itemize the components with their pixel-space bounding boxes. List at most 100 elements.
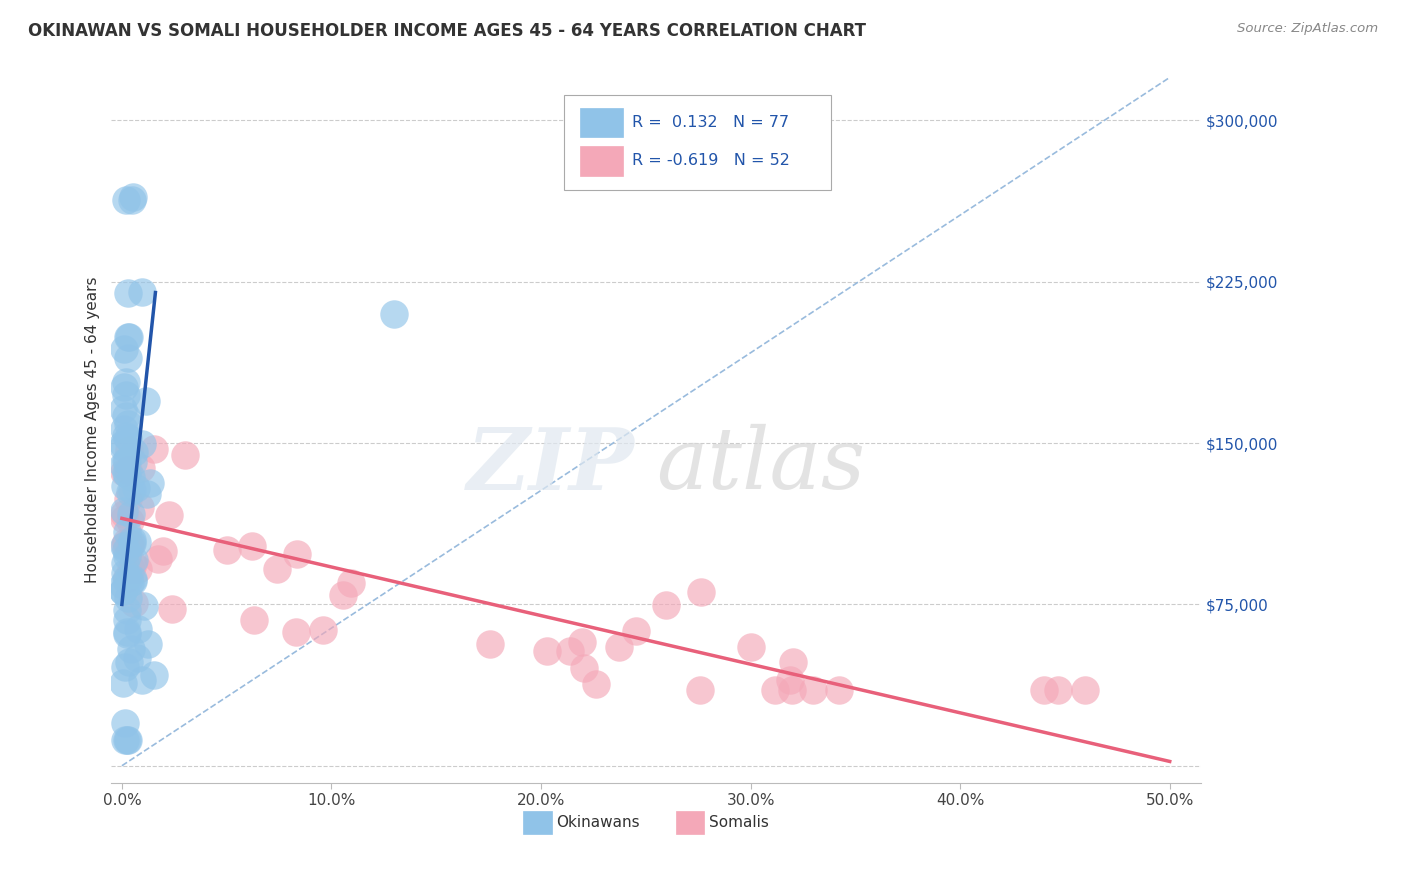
Point — [122, 444, 145, 458]
Point — [115, 571, 138, 585]
Point — [146, 551, 169, 566]
Point — [478, 637, 501, 651]
Point — [114, 479, 136, 493]
Point — [122, 552, 145, 566]
Point — [111, 578, 134, 592]
Point — [115, 733, 138, 747]
Point — [118, 537, 141, 551]
Point — [115, 613, 138, 627]
Point — [122, 454, 145, 468]
Text: atlas: atlas — [657, 424, 866, 507]
Point — [115, 454, 138, 468]
Point — [111, 401, 134, 416]
Point — [285, 547, 308, 561]
Point — [560, 644, 582, 658]
Point — [117, 330, 139, 344]
Point — [215, 542, 238, 557]
Point — [112, 512, 135, 526]
Point — [112, 380, 135, 394]
Point — [240, 539, 263, 553]
Point — [114, 467, 136, 481]
Point — [114, 566, 136, 581]
Text: Somalis: Somalis — [709, 815, 769, 830]
Point — [139, 476, 162, 491]
Point — [128, 500, 150, 514]
Text: Source: ZipAtlas.com: Source: ZipAtlas.com — [1237, 22, 1378, 36]
Point — [121, 533, 143, 547]
Point — [134, 599, 156, 613]
Point — [142, 667, 165, 681]
Point — [112, 583, 135, 598]
Point — [127, 535, 149, 549]
Point — [284, 624, 307, 639]
Point — [112, 539, 135, 553]
Point — [536, 644, 558, 658]
Text: R =  0.132   N = 77: R = 0.132 N = 77 — [633, 115, 789, 130]
Point — [607, 640, 630, 655]
Point — [122, 558, 145, 572]
Point — [115, 535, 138, 549]
Point — [129, 461, 152, 475]
Point — [115, 549, 138, 564]
Point — [111, 584, 134, 599]
Point — [689, 683, 711, 698]
Point — [115, 388, 138, 402]
Point — [118, 576, 141, 591]
FancyBboxPatch shape — [523, 811, 551, 834]
Point — [112, 465, 135, 479]
Point — [112, 507, 135, 521]
Point — [115, 193, 138, 207]
Point — [114, 715, 136, 730]
FancyBboxPatch shape — [581, 108, 623, 137]
Point — [117, 733, 139, 747]
Point — [135, 393, 157, 408]
Point — [585, 677, 607, 691]
Point — [782, 656, 804, 670]
Point — [117, 417, 139, 432]
Point — [120, 485, 142, 500]
Point — [117, 463, 139, 477]
Point — [127, 622, 149, 636]
FancyBboxPatch shape — [676, 811, 704, 834]
Point — [1047, 683, 1070, 698]
Point — [114, 538, 136, 552]
Point — [121, 483, 143, 497]
Point — [120, 642, 142, 657]
Point — [340, 576, 363, 591]
Point — [120, 537, 142, 551]
Y-axis label: Householder Income Ages 45 - 64 years: Householder Income Ages 45 - 64 years — [86, 277, 100, 583]
Point — [312, 623, 335, 637]
Point — [117, 431, 139, 445]
Point — [114, 375, 136, 389]
Point — [117, 351, 139, 365]
Point — [763, 683, 786, 698]
Point — [131, 673, 153, 687]
Point — [131, 285, 153, 299]
Point — [332, 588, 354, 602]
Point — [111, 458, 134, 472]
Point — [571, 635, 593, 649]
Point — [1033, 683, 1056, 698]
Point — [114, 429, 136, 443]
Point — [118, 442, 141, 457]
Point — [801, 683, 824, 698]
Point — [779, 673, 801, 687]
Point — [121, 574, 143, 589]
Point — [136, 487, 159, 501]
Point — [115, 542, 138, 557]
Point — [114, 573, 136, 587]
Point — [111, 437, 134, 451]
Point — [266, 562, 288, 576]
Point — [124, 481, 146, 495]
Point — [114, 659, 136, 673]
Point — [121, 536, 143, 550]
Point — [120, 469, 142, 483]
Point — [624, 624, 647, 639]
Point — [782, 683, 804, 698]
Point — [828, 683, 851, 698]
Point — [127, 650, 149, 665]
Point — [242, 613, 264, 627]
Point — [740, 640, 762, 655]
FancyBboxPatch shape — [564, 95, 831, 190]
Point — [112, 342, 135, 356]
